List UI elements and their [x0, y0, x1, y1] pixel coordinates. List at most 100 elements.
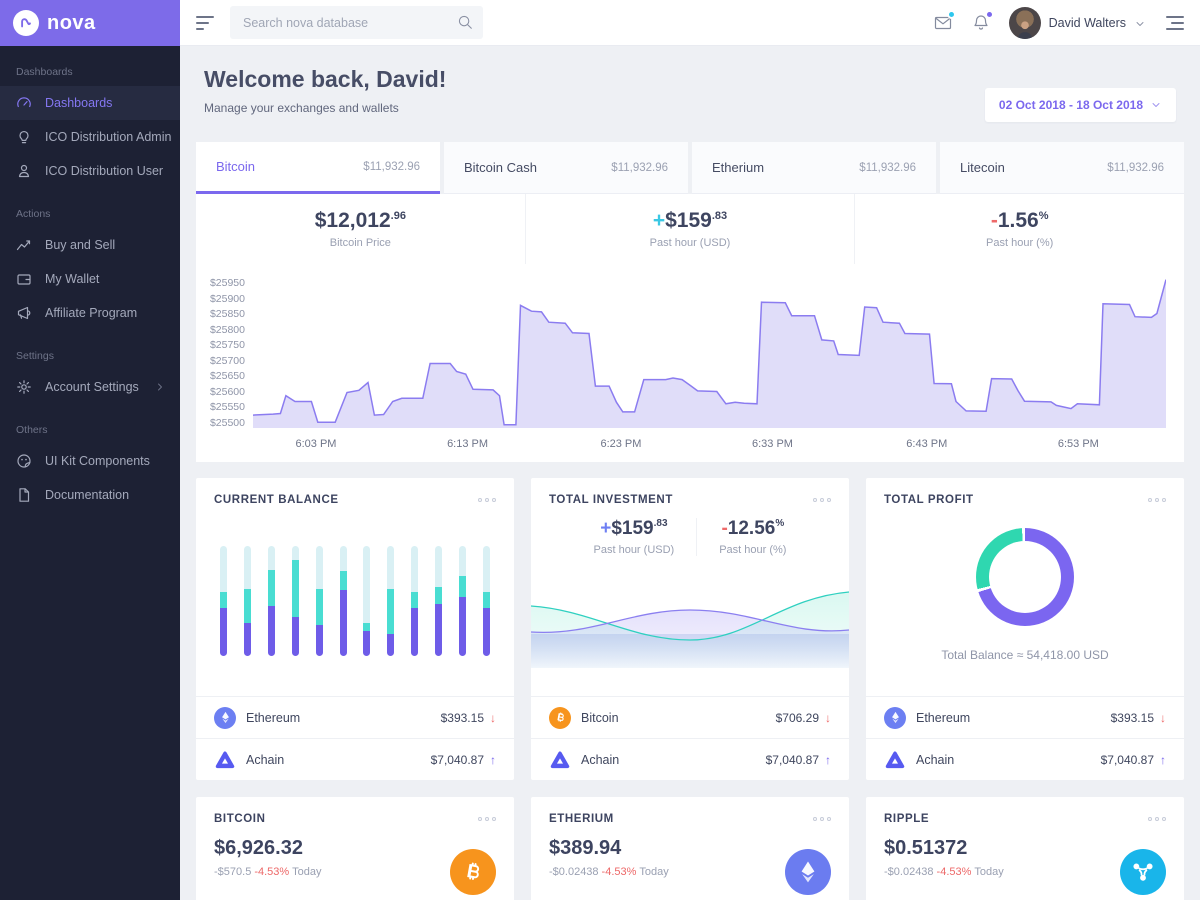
x-axis-tick: 6:33 PM — [752, 438, 793, 450]
up-arrow-icon: ↑ — [1160, 752, 1166, 767]
sidebar: nova Dashboards Dashboards ICO Distribut… — [0, 0, 180, 900]
tab-bitcoin[interactable]: Bitcoin $11,932.96 — [196, 142, 440, 194]
card-menu-dots[interactable] — [813, 495, 831, 505]
ticker-etherium: ETHERIUM $389.94 -$0.02438 -4.53% Today — [531, 797, 849, 900]
sidebar-item-label: ICO Distribution User — [45, 164, 164, 178]
balance-bar — [482, 546, 490, 656]
sidebar-item-affiliate-program[interactable]: Affiliate Program — [0, 296, 180, 330]
coin-row-achain[interactable]: Achain $7,040.87 ↑ — [196, 738, 514, 780]
menu-toggle-icon[interactable] — [196, 15, 216, 30]
topbar-actions: David Walters — [933, 6, 1184, 39]
price-chart: $25950 $25900 $25850 $25800 $25750 $25700 $256… — [196, 264, 1184, 428]
card-title: TOTAL INVESTMENT — [549, 494, 673, 506]
ticker-title: BITCOIN — [214, 813, 266, 825]
card-title: TOTAL PROFIT — [884, 494, 974, 506]
chevron-right-icon — [154, 381, 166, 393]
card-menu-dots[interactable] — [813, 814, 831, 824]
sidebar-nav: Dashboards Dashboards ICO Distribution A… — [0, 46, 180, 512]
coin-row-ethereum[interactable]: Ethereum $393.15 ↓ — [866, 696, 1184, 738]
card-menu-dots[interactable] — [478, 814, 496, 824]
search-box — [230, 6, 483, 39]
y-axis-tick: $25700 — [209, 354, 245, 367]
brand-logo[interactable]: nova — [0, 0, 180, 46]
ticker-bitcoin: BITCOIN $6,926.32 -$570.5 -4.53% Today — [196, 797, 514, 900]
price-panel: $12,012.96 Bitcoin Price +$159.83 Past h… — [196, 194, 1184, 462]
nav-lines-icon[interactable] — [1164, 15, 1184, 30]
mail-badge — [946, 9, 956, 19]
down-arrow-icon: ↓ — [825, 710, 831, 725]
y-axis-tick: $25650 — [209, 370, 245, 382]
coin-row-bitcoin[interactable]: Bitcoin $706.29 ↓ — [531, 696, 849, 738]
donut-ring — [976, 528, 1074, 626]
coin-tabs: Bitcoin $11,932.96 Bitcoin Cash $11,932.… — [196, 142, 1184, 194]
sidebar-item-dashboards[interactable]: Dashboards — [0, 86, 180, 120]
bitcoin-icon — [450, 849, 496, 895]
tab-etherium[interactable]: Etherium $11,932.96 — [692, 142, 936, 194]
balance-bar — [459, 546, 467, 656]
date-range-button[interactable]: 02 Oct 2018 - 18 Oct 2018 — [984, 88, 1176, 122]
x-axis-tick: 6:53 PM — [1057, 438, 1099, 450]
coin-row-achain[interactable]: Achain $7,040.87 ↑ — [531, 738, 849, 780]
bell-icon[interactable] — [971, 9, 994, 33]
sidebar-item-label: Documentation — [45, 488, 130, 502]
price-area-line — [253, 279, 1166, 426]
topbar: David Walters — [180, 0, 1200, 46]
ethereum-icon — [214, 706, 236, 729]
sidebar-item-documentation[interactable]: Documentation — [0, 478, 180, 512]
brand-name: nova — [47, 11, 96, 34]
bitcoin-icon — [549, 706, 571, 729]
sidebar-item-label: Affiliate Program — [45, 306, 138, 320]
tab-bitcoin-cash[interactable]: Bitcoin Cash $11,932.96 — [444, 142, 688, 194]
card-menu-dots[interactable] — [1148, 495, 1166, 505]
page-subtitle: Manage your exchanges and wallets — [204, 101, 399, 115]
down-arrow-icon: ↓ — [1160, 710, 1166, 725]
stat-bitcoin-price: $12,012.96 Bitcoin Price — [314, 209, 406, 249]
sidebar-item-ico-distribution-admin[interactable]: ICO Distribution Admin — [0, 120, 180, 154]
ticker-change: -$0.02438 -4.53% Today — [549, 866, 669, 878]
y-axis-tick: $25850 — [209, 308, 245, 320]
ticker-ripple: RIPPLE $0.51372 -$0.02438 -4.53% Today — [866, 797, 1184, 900]
ticker-title: RIPPLE — [884, 813, 930, 825]
sidebar-item-label: Dashboards — [45, 96, 113, 110]
ticker-price: $6,926.32 — [214, 837, 303, 859]
trend-chart-icon — [16, 237, 32, 253]
user-icon — [16, 163, 32, 179]
tab-litecoin[interactable]: Litecoin $11,932.96 — [940, 142, 1184, 194]
page-title: Welcome back, David! — [204, 66, 447, 92]
megaphone-icon — [16, 305, 32, 321]
ticker-change: -$570.5 -4.53% Today — [214, 866, 322, 878]
balance-bar — [387, 546, 395, 656]
coin-row-achain[interactable]: Achain $7,040.87 ↑ — [866, 738, 1184, 780]
sidebar-item-ui-kit-components[interactable]: UI Kit Components — [0, 444, 180, 478]
chevron-down-icon — [1150, 99, 1162, 111]
y-axis-tick: $25500 — [209, 416, 245, 429]
ethereum-icon — [785, 849, 831, 895]
search-icon[interactable] — [456, 13, 474, 31]
sidebar-item-buy-and-sell[interactable]: Buy and Sell — [0, 228, 180, 262]
sidebar-item-label: Account Settings — [45, 380, 139, 394]
coin-row-ethereum[interactable]: Ethereum $393.15 ↓ — [196, 696, 514, 738]
card-menu-dots[interactable] — [478, 495, 496, 505]
ethereum-icon — [884, 706, 906, 729]
balance-bar — [291, 546, 299, 656]
lightbulb-icon — [16, 129, 32, 145]
sidebar-item-account-settings[interactable]: Account Settings — [0, 370, 180, 404]
sidebar-item-ico-distribution-user[interactable]: ICO Distribution User — [0, 154, 180, 188]
card-menu-dots[interactable] — [1148, 814, 1166, 824]
user-menu[interactable]: David Walters — [1008, 6, 1146, 39]
x-axis-tick: 6:13 PM — [447, 438, 489, 450]
y-axis-tick: $25950 — [209, 277, 245, 289]
document-icon — [16, 487, 32, 503]
y-axis-tick: $25900 — [209, 292, 245, 305]
search-input[interactable] — [230, 6, 483, 39]
sidebar-item-my-wallet[interactable]: My Wallet — [0, 262, 180, 296]
card-title: CURRENT BALANCE — [214, 494, 339, 506]
x-axis-tick: 6:43 PM — [906, 438, 948, 450]
x-axis-tick: 6:03 PM — [295, 438, 337, 450]
price-chart-x-axis: 6:03 PM 6:13 PM 6:23 PM 6:33 PM 6:43 PM 6:53 … — [253, 428, 1166, 462]
gear-icon — [16, 379, 32, 395]
mail-icon[interactable] — [933, 9, 956, 33]
investment-wave-chart — [531, 584, 849, 668]
balance-bar — [411, 546, 419, 656]
wallet-icon — [16, 271, 32, 287]
